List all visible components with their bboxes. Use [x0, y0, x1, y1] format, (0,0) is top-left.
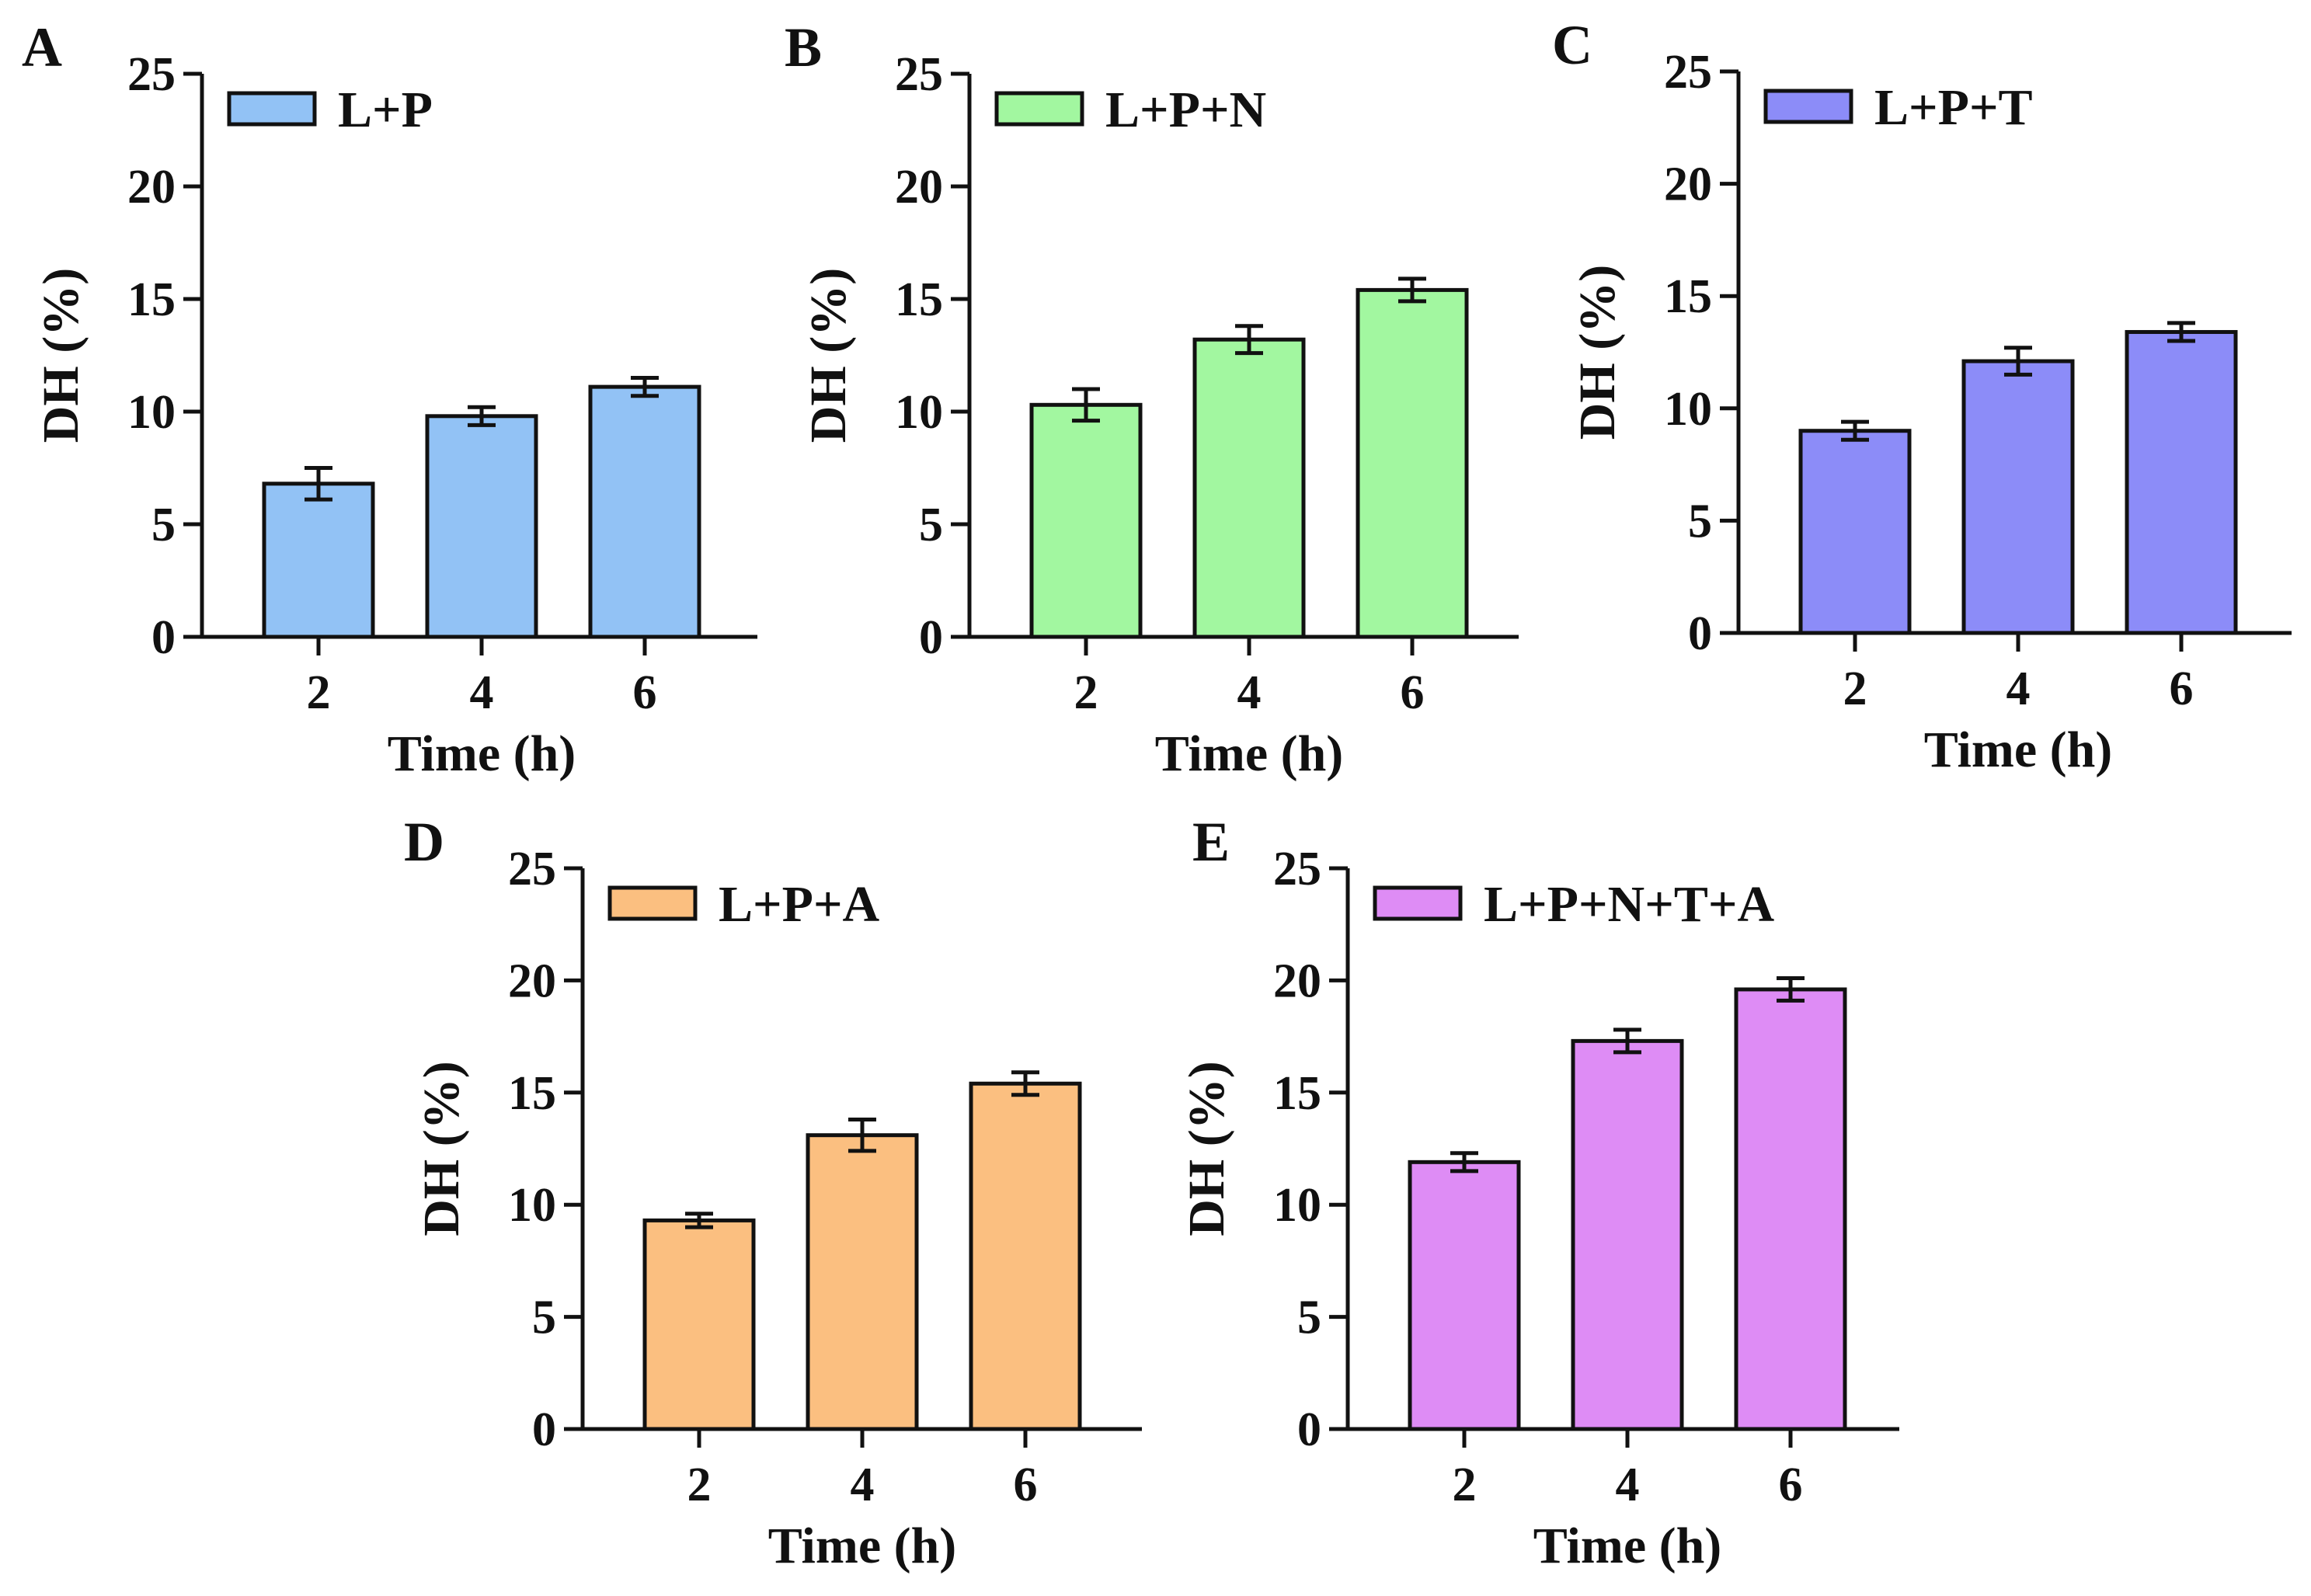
y-tick-label: 20: [1664, 158, 1712, 211]
y-tick-label: 25: [1664, 46, 1712, 99]
x-tick-label: 2: [687, 1459, 712, 1511]
x-axis-title: Time (h): [1155, 725, 1344, 782]
bar: [425, 414, 538, 639]
bar: [1029, 402, 1143, 639]
y-tick-label: 0: [919, 611, 943, 664]
x-tick-label: 4: [1616, 1459, 1640, 1511]
legend-swatch: [1373, 885, 1463, 921]
y-tick-label: 0: [532, 1403, 556, 1456]
y-tick-label: 15: [1273, 1067, 1321, 1120]
chart-panel-a: A 0 5 10 15 20 25 DH (%) 2 4 6 Time (h) L+P: [22, 16, 757, 782]
bar: [1961, 359, 2075, 635]
bar: [2125, 329, 2238, 635]
y-tick-label: 5: [919, 499, 943, 551]
x-tick-label: 4: [2006, 662, 2031, 715]
y-tick-label: 5: [1688, 495, 1712, 548]
x-tick-label: 6: [1014, 1459, 1038, 1511]
y-tick-label: 25: [895, 48, 943, 101]
bar: [1192, 337, 1306, 639]
x-tick-label: 4: [1237, 666, 1262, 719]
y-tick-label: 20: [1273, 954, 1321, 1007]
bar: [969, 1081, 1082, 1431]
legend-label: L+P+N+T+A: [1484, 876, 1774, 933]
y-tick-label: 15: [1664, 270, 1712, 323]
legend-label: L+P+A: [719, 876, 880, 933]
y-tick-label: 15: [895, 273, 943, 326]
x-axis-title: Time (h): [1533, 1518, 1722, 1574]
y-axis-title: DH (%): [1569, 265, 1626, 440]
legend-label: L+P+T: [1874, 79, 2033, 136]
y-axis-title: DH (%): [1178, 1061, 1235, 1236]
chart-panel-e: E 0 5 10 15 20 25 DH (%) 2 4 6 Time (h) L+P+N+T+A: [1178, 811, 1899, 1574]
y-tick-label: 10: [895, 386, 943, 439]
x-axis-title: Time (h): [388, 725, 576, 782]
bar: [262, 482, 375, 639]
chart-panel-d: D 0 5 10 15 20 25 DH (%) 2 4 6 Time (h) L+P+A: [404, 811, 1142, 1574]
x-tick-label: 2: [307, 666, 331, 719]
y-tick-label: 10: [508, 1179, 556, 1232]
bar: [588, 384, 701, 639]
x-tick-label: 6: [2170, 662, 2194, 715]
bar: [1734, 987, 1847, 1431]
panel-letter: A: [22, 16, 62, 78]
y-axis-title: DH (%): [33, 268, 89, 443]
y-tick-label: 20: [895, 161, 943, 214]
x-tick-label: 2: [1843, 662, 1867, 715]
y-tick-label: 20: [508, 954, 556, 1007]
y-tick-label: 20: [127, 161, 176, 214]
y-tick-label: 10: [1664, 383, 1712, 436]
bar: [806, 1133, 919, 1431]
x-tick-label: 4: [851, 1459, 875, 1511]
y-tick-label: 10: [127, 386, 176, 439]
y-tick-label: 10: [1273, 1179, 1321, 1232]
panel-letter: D: [404, 811, 444, 873]
panel-letter: B: [785, 16, 822, 78]
y-tick-label: 25: [508, 843, 556, 895]
y-tick-label: 15: [508, 1067, 556, 1120]
x-tick-label: 6: [633, 666, 657, 719]
y-tick-label: 5: [1297, 1292, 1321, 1344]
x-tick-label: 2: [1453, 1459, 1477, 1511]
y-tick-label: 0: [1297, 1403, 1321, 1456]
y-axis-title: DH (%): [413, 1061, 470, 1236]
y-axis-title: DH (%): [800, 268, 857, 443]
y-tick-label: 25: [127, 48, 176, 101]
x-tick-label: 6: [1401, 666, 1425, 719]
bar: [1356, 287, 1469, 639]
panel-letter: E: [1192, 811, 1230, 873]
x-tick-label: 4: [470, 666, 494, 719]
y-tick-label: 15: [127, 273, 176, 326]
bar: [1798, 429, 1912, 635]
bar: [1571, 1038, 1684, 1431]
y-tick-label: 0: [1688, 607, 1712, 660]
x-tick-label: 6: [1779, 1459, 1803, 1511]
panel-letter: C: [1552, 14, 1592, 76]
legend-label: L+P+N: [1105, 82, 1266, 138]
chart-panel-b: B 0 5 10 15 20 25 DH (%) 2 4 6 Time (h) L+P+N: [785, 16, 1519, 782]
x-tick-label: 2: [1074, 666, 1098, 719]
legend-swatch: [607, 885, 698, 921]
legend-swatch: [1763, 89, 1853, 124]
x-axis-title: Time (h): [1924, 722, 2113, 778]
bar: [1408, 1160, 1521, 1431]
chart-panel-c: C 0 5 10 15 20 25 DH (%) 2 4 6 Time (h) L+P+T: [1552, 14, 2292, 778]
x-axis-title: Time (h): [768, 1518, 957, 1574]
y-tick-label: 5: [532, 1292, 556, 1344]
bar: [642, 1218, 756, 1431]
legend-swatch: [227, 91, 317, 127]
y-tick-label: 25: [1273, 843, 1321, 895]
y-tick-label: 5: [151, 499, 176, 551]
y-tick-label: 0: [151, 611, 176, 664]
legend-label: L+P: [338, 82, 433, 138]
legend-swatch: [994, 91, 1084, 127]
